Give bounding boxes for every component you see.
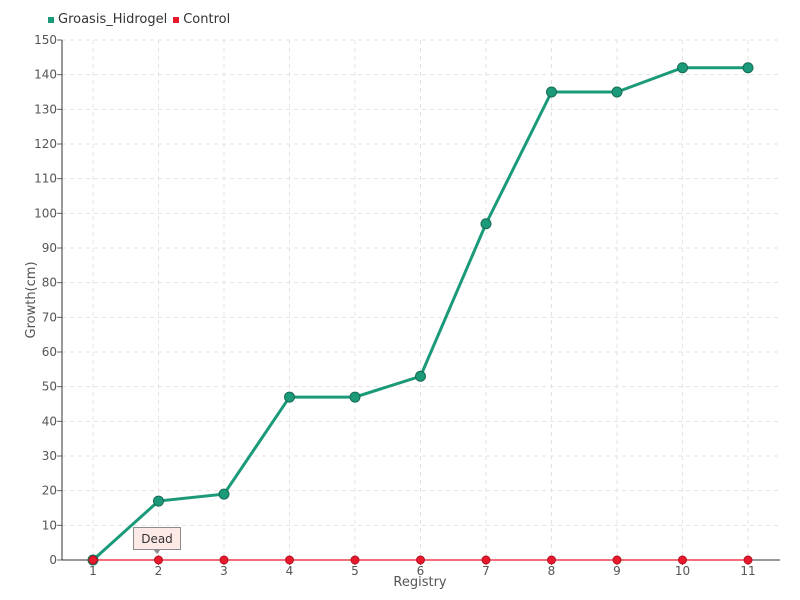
data-point-control[interactable]: [678, 555, 687, 565]
legend: Groasis_Hidrogel Control: [48, 12, 230, 27]
y-tick-label: 20: [42, 484, 57, 498]
data-point-control[interactable]: [481, 555, 491, 565]
axes: 0 10 20 30 40 50 60 70 80 90 100 110 120 130 140 150 1 2 3…: [34, 33, 780, 578]
legend-label-groasis: Groasis_Hidrogel: [58, 12, 168, 27]
data-point-groasis[interactable]: [611, 86, 623, 98]
x-tick-label: 7: [482, 564, 490, 578]
data-point-control[interactable]: [743, 555, 753, 565]
x-tick-label: 10: [675, 564, 690, 578]
legend-swatch-control: [173, 16, 180, 23]
x-tick-label: 4: [286, 564, 294, 578]
data-point-groasis[interactable]: [742, 62, 754, 74]
y-tick-label: 30: [42, 449, 57, 463]
x-tick-label: 3: [220, 564, 228, 578]
data-point-groasis[interactable]: [153, 495, 164, 507]
y-tick-label: 70: [42, 310, 57, 324]
legend-swatch-groasis: [48, 16, 54, 23]
data-point-control[interactable]: [547, 555, 556, 565]
y-tick-label: 0: [49, 553, 57, 567]
x-tick-label: 1: [89, 564, 97, 578]
data-point-control[interactable]: [612, 555, 622, 565]
legend-item-control[interactable]: Control: [173, 12, 230, 27]
x-tick-label: 5: [351, 564, 359, 578]
y-tick-label: 140: [34, 68, 57, 82]
data-point-groasis[interactable]: [218, 488, 230, 500]
x-tick-label: 8: [548, 564, 556, 578]
data-point-control[interactable]: [219, 555, 229, 565]
y-axis-label: Growth(cm): [24, 261, 39, 338]
data-point-control[interactable]: [416, 555, 425, 565]
annotation-tooltip: Dead: [133, 527, 181, 550]
y-tick-label: 120: [34, 137, 57, 151]
x-tick-label: 6: [417, 564, 425, 578]
y-tick-label: 100: [34, 206, 57, 220]
y-tick-label: 90: [42, 241, 57, 255]
data-point-control[interactable]: [285, 555, 294, 565]
y-tick-label: 130: [34, 102, 57, 116]
y-tick-label: 150: [34, 33, 57, 47]
y-tick-label: 10: [42, 518, 57, 532]
y-tick-label: 60: [42, 345, 57, 359]
data-point-groasis[interactable]: [546, 86, 557, 98]
series-layer: [87, 62, 754, 566]
y-tick-label: 50: [42, 380, 57, 394]
x-tick-label: 9: [613, 564, 621, 578]
legend-label-control: Control: [183, 12, 231, 27]
data-point-groasis[interactable]: [415, 370, 426, 382]
data-point-groasis[interactable]: [349, 391, 361, 403]
data-point-control[interactable]: [154, 555, 163, 565]
annotation-tooltip-arrow: [153, 549, 161, 554]
data-point-control[interactable]: [88, 555, 98, 565]
legend-item-groasis[interactable]: Groasis_Hidrogel: [48, 12, 167, 27]
data-point-groasis[interactable]: [284, 391, 295, 403]
x-tick-label: 11: [740, 564, 755, 578]
data-point-control[interactable]: [350, 555, 360, 565]
y-tick-label: 40: [42, 414, 57, 428]
grid: [62, 39, 780, 560]
data-point-groasis[interactable]: [677, 62, 688, 74]
x-axis-label: Registry: [393, 575, 447, 590]
y-tick-label: 110: [34, 172, 57, 186]
x-tick-label: 2: [155, 564, 163, 578]
data-point-groasis[interactable]: [480, 218, 492, 230]
y-tick-label: 80: [42, 276, 57, 290]
